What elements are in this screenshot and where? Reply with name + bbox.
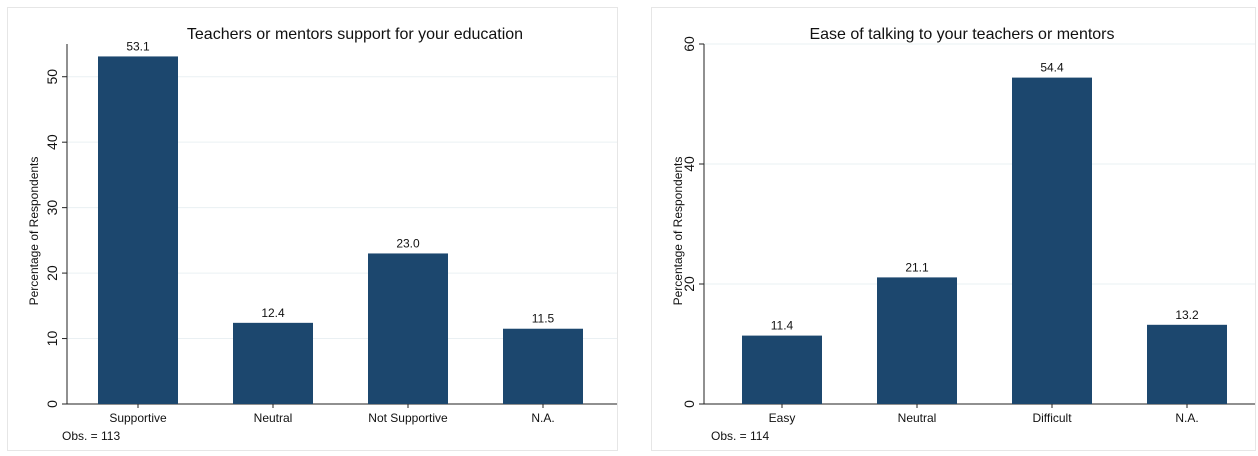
chart-panel-ease: Ease of talking to your teachers or ment… [651, 7, 1256, 451]
y-tick-label: 40 [681, 156, 697, 172]
y-axis-label: Percentage of Respondents [671, 157, 685, 306]
bar-not-supportive [368, 253, 448, 404]
x-tick-label: Supportive [109, 411, 167, 425]
x-tick-label: N.A. [1175, 411, 1198, 425]
bar-supportive [98, 56, 178, 404]
x-tick-label: Easy [769, 411, 796, 425]
bar-neutral [877, 277, 957, 404]
x-tick-label: Not Supportive [368, 411, 448, 425]
y-tick-label: 0 [681, 400, 697, 408]
x-tick-label: N.A. [531, 411, 554, 425]
observations-note: Obs. = 114 [711, 429, 769, 443]
chart-panel-support: Teachers or mentors support for your edu… [7, 7, 618, 451]
y-tick-label: 50 [44, 69, 60, 85]
observations-note: Obs. = 113 [62, 429, 120, 443]
bar-value-label: 54.4 [1040, 61, 1064, 75]
bar-value-label: 53.1 [126, 39, 150, 53]
y-tick-label: 10 [44, 331, 60, 347]
bar-value-label: 13.2 [1175, 308, 1199, 322]
bar-chart-support: Teachers or mentors support for your edu… [27, 26, 617, 443]
bar-value-label: 11.4 [771, 319, 794, 333]
bar-value-label: 23.0 [396, 236, 420, 250]
y-tick-label: 60 [681, 36, 697, 52]
bar-value-label: 12.4 [261, 306, 285, 320]
y-tick-label: 40 [44, 134, 60, 150]
x-tick-label: Neutral [898, 411, 937, 425]
x-tick-label: Difficult [1032, 411, 1072, 425]
bar-chart-ease: Ease of talking to your teachers or ment… [671, 26, 1255, 443]
y-tick-label: 0 [44, 400, 60, 408]
y-axis-label: Percentage of Respondents [27, 157, 41, 306]
chart-title: Teachers or mentors support for your edu… [187, 26, 523, 43]
bar-n-a [503, 328, 583, 404]
chart-title: Ease of talking to your teachers or ment… [809, 26, 1114, 43]
bar-easy [742, 335, 822, 404]
y-tick-label: 20 [681, 276, 697, 292]
y-tick-label: 30 [44, 200, 60, 216]
bar-value-label: 21.1 [905, 260, 929, 274]
y-tick-label: 20 [44, 265, 60, 281]
bar-value-label: 11.5 [532, 312, 555, 326]
bar-difficult [1012, 77, 1092, 404]
bar-n-a [1147, 324, 1227, 404]
x-tick-label: Neutral [254, 411, 293, 425]
bar-neutral [233, 322, 313, 404]
